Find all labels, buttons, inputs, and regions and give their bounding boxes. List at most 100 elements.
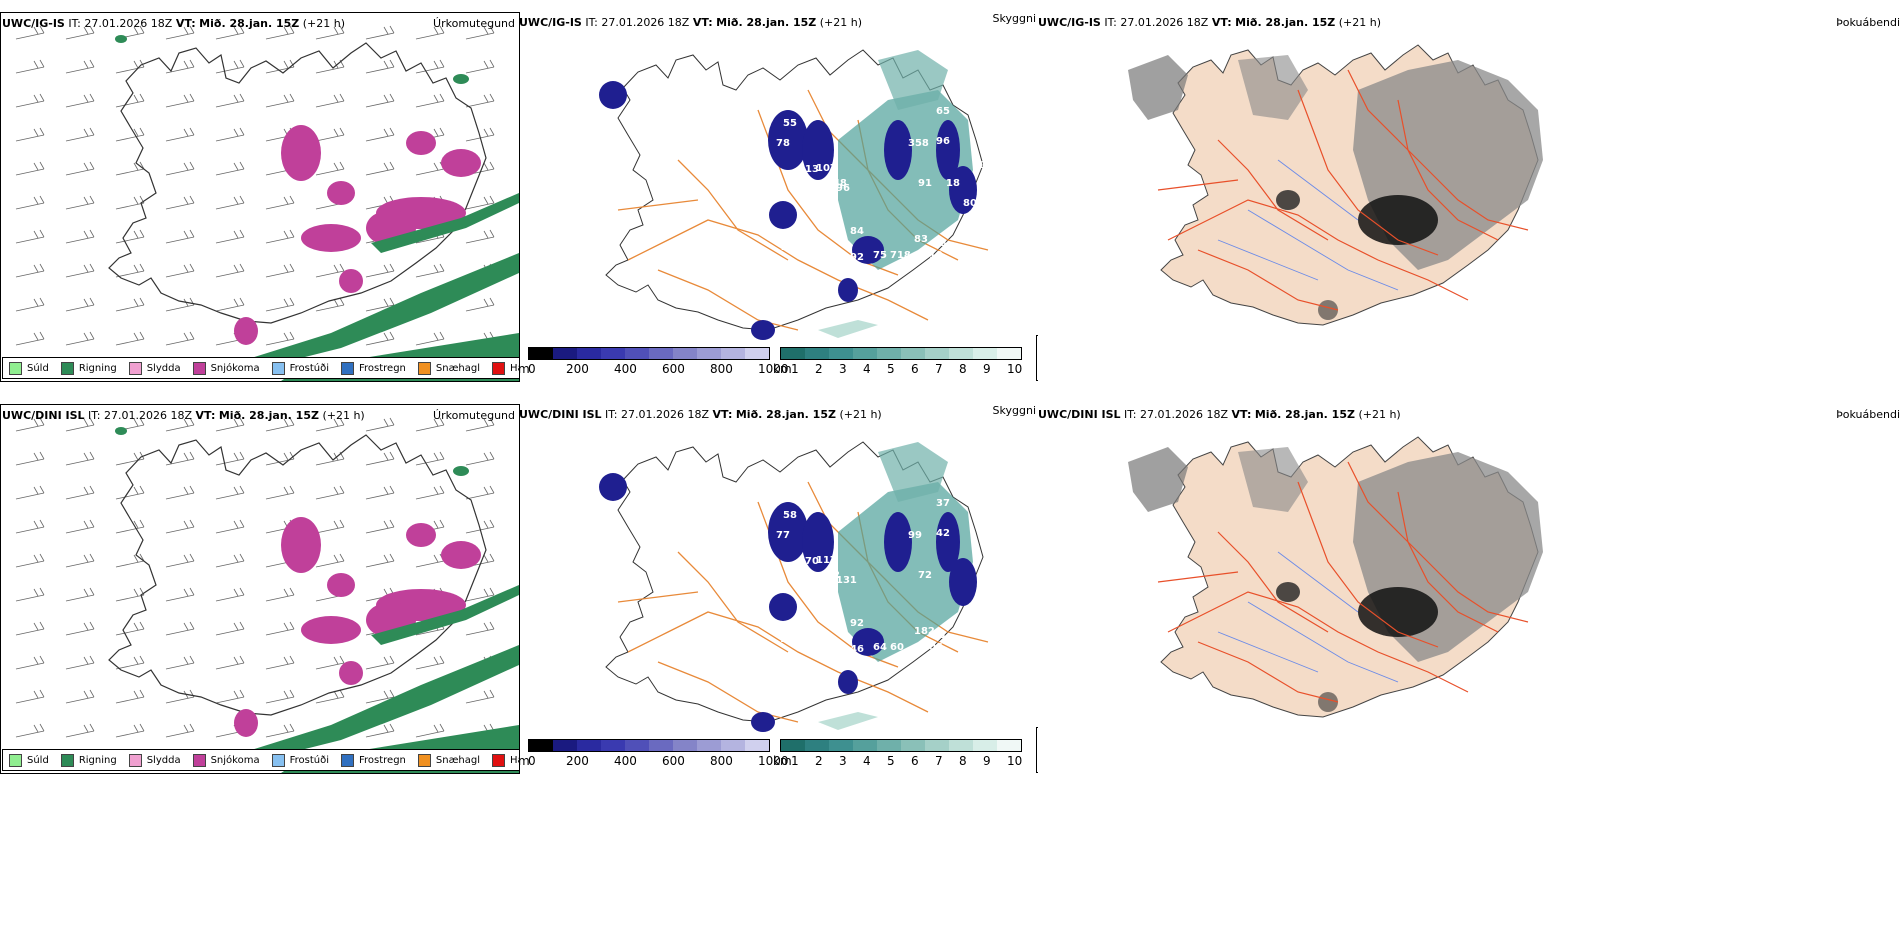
ceiling-value: 55: [783, 118, 797, 129]
wind-barb: [415, 723, 445, 738]
wind-barb: [415, 655, 445, 670]
wind-barb: [265, 655, 295, 670]
wind-barb: [215, 451, 245, 466]
ceiling-value: 117: [816, 555, 837, 566]
wind-barb: [15, 229, 45, 244]
wind-barb: [65, 195, 95, 210]
visibility-label: Skyggni: [992, 12, 1036, 25]
ceiling-value: 75: [873, 250, 887, 261]
tick-label: 7: [935, 754, 943, 768]
tick-label: 2: [815, 362, 823, 376]
colorbar-step: [973, 740, 997, 751]
ceiling-value: 37: [936, 498, 950, 509]
fog-map: [1128, 44, 1543, 326]
wind-barb: [315, 655, 345, 670]
precip-type-map: [15, 25, 519, 381]
precip-legend: Súld Rigning Slydda Snjókoma Frostúði Frostre…: [2, 357, 519, 379]
wind-barb: [115, 655, 145, 670]
wind-barb: [115, 621, 145, 636]
low-ceiling-area: [884, 120, 912, 180]
ceiling-value: 103: [780, 634, 801, 645]
road-line: [1347, 461, 1529, 623]
wind-barb: [465, 587, 495, 602]
colorbar-step: [877, 740, 901, 751]
low-visibility-area: [878, 50, 948, 110]
legend-swatch: [341, 361, 354, 375]
ceiling-value: 18: [946, 178, 960, 189]
ceiling-value: 70: [780, 242, 794, 253]
wind-barb: [65, 451, 95, 466]
tick-label: 800: [710, 362, 733, 376]
wind-barb: [215, 93, 245, 108]
river-line: [1277, 159, 1359, 221]
wind-barb: [115, 689, 145, 704]
ceiling-value: 96: [836, 183, 850, 194]
road-line: [1347, 69, 1529, 231]
wind-barb: [115, 587, 145, 602]
iceland-outline: [108, 434, 487, 716]
colorbar-step: [697, 348, 721, 359]
precip-type-map: [15, 417, 519, 773]
wind-barb: [415, 451, 445, 466]
wind-barb: [15, 331, 45, 346]
wind-barb: [465, 689, 495, 704]
colorbar-step: [745, 740, 769, 751]
colorbar-step: [877, 348, 901, 359]
faint-area: [818, 320, 878, 338]
wind-barb: [265, 723, 295, 738]
precip-legend-item: Rigning: [60, 753, 117, 767]
colorbar-step: [805, 348, 829, 359]
low-ceiling-area: [884, 512, 912, 572]
colorbar-step: [697, 740, 721, 751]
colorbar-step: [973, 348, 997, 359]
unit-label: km: [773, 362, 792, 376]
tick-label: 0: [528, 754, 536, 768]
wind-barb: [215, 25, 245, 40]
wind-barb: [15, 723, 45, 738]
ceiling-colorbar: [528, 347, 770, 360]
dense-fog-area: [1318, 692, 1338, 712]
wind-barb: [365, 93, 395, 108]
legend-swatch: [417, 361, 431, 375]
precip-legend-item: Snjókoma: [192, 361, 260, 375]
precip-type-label: Úrkomutegund: [433, 409, 515, 422]
low-ceiling-area: [751, 320, 775, 340]
road-line: [1397, 491, 1499, 633]
fog-panel: UWC/IG-IS IT: 27.01.2026 18Z VT: Mið. 28…: [1038, 0, 1900, 392]
ceiling-value: 182: [914, 626, 935, 637]
fog-panel: UWC/DINI ISL IT: 27.01.2026 18Z VT: Mið.…: [1038, 392, 1900, 784]
wind-barb: [15, 25, 45, 40]
river-line: [1277, 551, 1359, 613]
wind-barb: [365, 689, 395, 704]
rain-area: [371, 585, 519, 645]
legend-swatch: [192, 361, 206, 375]
visibility-panel: 79 55 78 13 107 148 96 70 84 92 75 718 83 119 73 63 53 12…: [518, 0, 1038, 392]
ceiling-value: 106: [922, 642, 943, 653]
wind-barb: [115, 127, 145, 142]
tick-label: 6: [911, 362, 919, 376]
fog-label: Þokuábendi: [1836, 408, 1900, 421]
wind-barb: [165, 485, 195, 500]
visibility-label: Skyggni: [992, 404, 1036, 417]
wind-barb: [415, 553, 445, 568]
road-line: [1297, 481, 1439, 648]
ceiling-value: 92: [850, 252, 864, 263]
wind-barb: [215, 587, 245, 602]
snow-area: [339, 661, 363, 685]
tick-label: 200: [566, 362, 589, 376]
fog-label: Þokuábendi: [1836, 16, 1900, 29]
tick-label: 1: [791, 754, 799, 768]
colorbar-step: [625, 740, 649, 751]
wind-barb: [365, 553, 395, 568]
panel-title: UWC/IG-IS IT: 27.01.2026 18Z VT: Mið. 28…: [519, 16, 863, 29]
ceiling-value: 13: [636, 468, 650, 479]
ceiling-value: 83: [914, 234, 928, 245]
legend-swatch: [271, 361, 285, 375]
wind-barb: [415, 59, 445, 74]
wind-barb: [365, 127, 395, 142]
wind-barb: [265, 331, 295, 346]
wind-barb: [315, 127, 345, 142]
tick-label: 2: [815, 754, 823, 768]
tick-label: 1000: [758, 362, 789, 376]
precip-legend-item: Frostúði: [271, 361, 329, 375]
